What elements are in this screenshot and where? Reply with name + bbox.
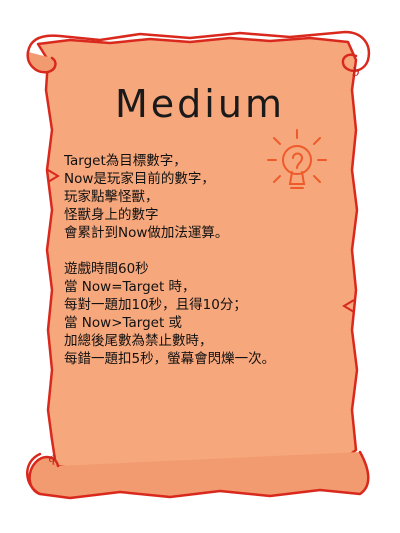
rule-line: Target為目標數字，: [64, 153, 187, 169]
rule-line: 當 Now=Target 時，: [64, 279, 196, 295]
rule-line: 每錯一題扣5秒，螢幕會閃爍一次。: [64, 351, 276, 367]
rule-line: 怪獸身上的數字: [64, 207, 159, 223]
ink-mark-bottom-left: q: [48, 451, 56, 465]
rules-text: Target為目標數字， Now是玩家目前的數字， 玩家點擊怪獸， 怪獸身上的數…: [64, 152, 364, 368]
paragraph-gap: [64, 242, 364, 260]
parchment-tear-left: [47, 169, 60, 183]
scroll-bottom-left-roll: [26, 452, 42, 496]
difficulty-title: Medium: [115, 82, 285, 126]
scroll-top-left-roll: [26, 50, 57, 74]
parchment-tear-right: [342, 299, 355, 313]
rule-line: 遊戲時間60秒: [64, 261, 149, 277]
rule-line: 每對一題加10秒，且得10分；: [64, 297, 247, 313]
scroll-top-curl: [26, 30, 371, 73]
rule-line: 當 Now>Target 或: [64, 315, 183, 331]
rule-line: Now是玩家目前的數字，: [64, 171, 215, 187]
rule-line: 玩家點擊怪獸，: [64, 189, 159, 205]
ink-mark-top-right: b: [352, 65, 360, 79]
lightbulb-doodle: [267, 129, 327, 189]
rule-line: 加總後尾數為禁止數時，: [64, 333, 213, 349]
rule-line: 會累計到Now做加法運算。: [64, 225, 229, 241]
